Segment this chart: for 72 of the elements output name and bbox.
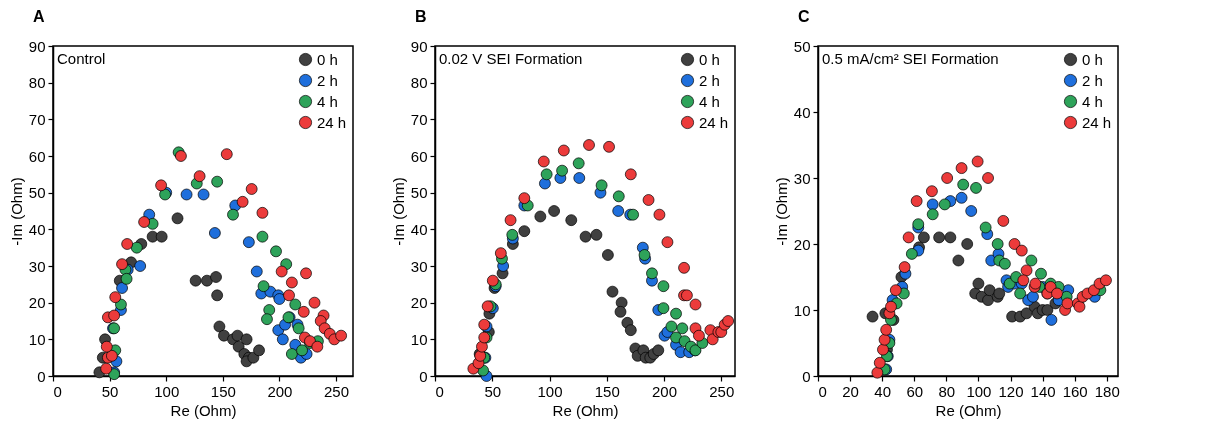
y-tick-label: 10 [793, 301, 811, 319]
chart-title: A [33, 8, 45, 25]
x-tick-label: 50 [101, 382, 119, 400]
chart-title: B [415, 8, 427, 25]
x-tick-label: 80 [938, 382, 956, 400]
legend-label: 24 h [1082, 113, 1112, 131]
y-tick-label: 60 [410, 147, 428, 165]
y-tick-label: 40 [28, 220, 46, 238]
legend-label: 2 h [699, 71, 720, 89]
y-tick-label: 40 [410, 220, 428, 238]
x-tick-label: 0 [435, 382, 444, 400]
y-tick-label: 0 [802, 367, 811, 385]
x-tick-label: 0 [818, 382, 827, 400]
y-tick-label: 30 [28, 257, 46, 275]
legend-label: 2 h [317, 71, 338, 89]
y-tick-label: 80 [28, 74, 46, 92]
y-tick-label: 50 [793, 37, 811, 55]
y-tick-label: 30 [410, 257, 428, 275]
y-tick-label: 30 [793, 169, 811, 187]
x-tick-label: 180 [1094, 382, 1120, 400]
y-axis-title: -Im (Ohm) [389, 177, 407, 246]
annotation: Control [57, 50, 106, 67]
legend-label: 0 h [699, 50, 720, 68]
y-tick-label: 60 [28, 147, 46, 165]
x-tick-label: 200 [267, 382, 293, 400]
y-tick-label: 90 [28, 37, 46, 55]
x-tick-label: 0 [53, 382, 62, 400]
y-tick-label: 90 [410, 37, 428, 55]
y-tick-label: 70 [28, 110, 46, 128]
x-tick-label: 20 [842, 382, 859, 400]
y-tick-label: 70 [410, 110, 428, 128]
legend-label: 24 h [699, 113, 729, 131]
y-tick-label: 0 [37, 367, 46, 385]
legend-label: 24 h [317, 113, 347, 131]
x-tick-label: 200 [651, 382, 678, 400]
x-tick-label: 40 [874, 382, 892, 400]
legend-label: 0 h [1082, 50, 1103, 68]
x-axis-title: Re (Ohm) [935, 401, 1002, 419]
x-tick-label: 100 [966, 382, 992, 400]
legend-label: 4 h [1082, 92, 1103, 110]
x-tick-label: 100 [154, 382, 180, 400]
x-axis-title: Re (Ohm) [170, 401, 237, 419]
x-tick-label: 250 [324, 382, 350, 400]
y-tick-label: 0 [419, 367, 428, 385]
y-tick-label: 20 [410, 294, 428, 312]
annotation: 0.02 V SEI Formation [439, 50, 583, 67]
x-tick-label: 100 [537, 382, 563, 400]
x-tick-label: 250 [709, 382, 735, 400]
legend-label: 2 h [1082, 71, 1103, 89]
y-tick-label: 20 [28, 294, 46, 312]
y-tick-label: 10 [410, 330, 428, 348]
y-tick-label: 40 [793, 103, 811, 121]
y-tick-label: 50 [28, 184, 46, 202]
x-tick-label: 60 [906, 382, 924, 400]
annotation: 0.5 mA/cm² SEI Formation [822, 50, 999, 67]
x-tick-label: 150 [210, 382, 236, 400]
x-axis-title: Re (Ohm) [552, 401, 619, 419]
x-tick-label: 160 [1062, 382, 1088, 400]
y-tick-label: 20 [793, 235, 811, 253]
x-tick-label: 150 [594, 382, 620, 400]
y-axis-title: -Im (Ohm) [772, 177, 790, 246]
x-tick-label: 50 [484, 382, 502, 400]
legend-label: 4 h [699, 92, 720, 110]
chart-title: C [798, 8, 810, 25]
x-tick-label: 140 [1030, 382, 1056, 400]
legend-label: 0 h [317, 50, 338, 68]
y-tick-label: 10 [28, 330, 46, 348]
y-tick-label: 50 [410, 184, 428, 202]
legend-label: 4 h [317, 92, 338, 110]
y-axis-title: -Im (Ohm) [7, 177, 25, 246]
x-tick-label: 120 [998, 382, 1024, 400]
y-tick-label: 80 [410, 74, 428, 92]
